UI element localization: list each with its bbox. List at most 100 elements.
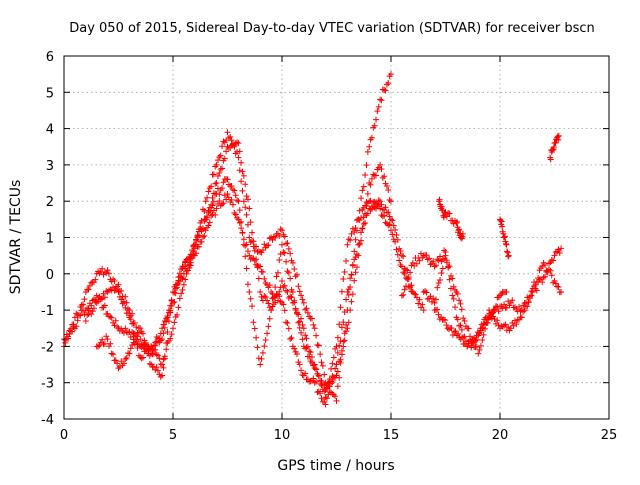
- data-point: [249, 229, 256, 236]
- data-point: [383, 81, 390, 88]
- data-point: [247, 256, 254, 263]
- data-point: [480, 331, 487, 338]
- data-point: [558, 245, 565, 252]
- data-point: [283, 287, 290, 294]
- data-point: [240, 198, 247, 205]
- data-point: [501, 301, 508, 308]
- data-point: [261, 241, 268, 248]
- data-point: [492, 320, 499, 327]
- data-point: [107, 340, 114, 347]
- data-point: [251, 247, 258, 254]
- data-point: [374, 202, 381, 209]
- data-point: [280, 301, 287, 308]
- data-point: [370, 171, 377, 178]
- data-point: [122, 356, 129, 363]
- data-point: [65, 333, 72, 340]
- data-point: [161, 353, 168, 360]
- data-point: [99, 336, 106, 343]
- data-point: [272, 284, 279, 291]
- data-point: [520, 308, 527, 315]
- data-point: [402, 274, 409, 281]
- data-point: [330, 374, 337, 381]
- data-point: [336, 321, 343, 328]
- data-point: [373, 172, 380, 179]
- data-point: [358, 214, 365, 221]
- data-point: [430, 258, 437, 265]
- data-point: [228, 137, 235, 144]
- data-point: [541, 273, 548, 280]
- data-point: [95, 343, 102, 350]
- data-point: [503, 288, 510, 295]
- data-point: [100, 290, 107, 297]
- data-point: [247, 219, 254, 226]
- data-point: [300, 325, 307, 332]
- data-point: [310, 362, 317, 369]
- data-point: [528, 292, 535, 299]
- data-point: [546, 266, 553, 273]
- data-point: [398, 292, 405, 299]
- x-tick-label: 15: [383, 428, 400, 443]
- data-point: [513, 321, 520, 328]
- data-point: [438, 270, 445, 277]
- data-point: [183, 267, 190, 274]
- data-point: [167, 335, 174, 342]
- data-point: [337, 338, 344, 345]
- data-point: [409, 259, 416, 266]
- data-point: [111, 277, 118, 284]
- data-point: [149, 351, 156, 358]
- data-point: [115, 288, 122, 295]
- data-point: [394, 251, 401, 258]
- data-point: [314, 389, 321, 396]
- x-tick-label: 0: [60, 428, 68, 443]
- data-point: [164, 329, 171, 336]
- data-point: [535, 274, 542, 281]
- data-point: [159, 372, 166, 379]
- data-point: [85, 286, 92, 293]
- y-tick-labels: -4 -3 -2 -1 0 1 2 3 4 5 6: [41, 50, 54, 428]
- data-point: [259, 349, 266, 356]
- data-point: [134, 333, 141, 340]
- data-point: [338, 288, 345, 295]
- data-point: [243, 193, 250, 200]
- data-point: [280, 284, 287, 291]
- data-point: [261, 343, 268, 350]
- data-point: [341, 309, 348, 316]
- data-point: [310, 321, 317, 328]
- data-point: [389, 231, 396, 238]
- data-point: [259, 268, 266, 275]
- data-point: [217, 152, 224, 159]
- data-point: [413, 260, 420, 267]
- data-point: [555, 283, 562, 290]
- data-point: [506, 302, 513, 309]
- data-point: [358, 237, 365, 244]
- data-point: [360, 183, 367, 190]
- data-point: [272, 234, 279, 241]
- data-point: [333, 397, 340, 404]
- data-point: [194, 233, 201, 240]
- data-point: [315, 342, 322, 349]
- data-point: [352, 269, 359, 276]
- data-point: [442, 317, 449, 324]
- data-point: [96, 342, 103, 349]
- data-point: [240, 236, 247, 243]
- data-point: [478, 321, 485, 328]
- data-point: [412, 291, 419, 298]
- data-point: [239, 230, 246, 237]
- data-point: [426, 255, 433, 262]
- data-point: [243, 211, 250, 218]
- data-point: [332, 345, 339, 352]
- data-point: [424, 256, 431, 263]
- data-point: [266, 304, 273, 311]
- data-point: [345, 291, 352, 298]
- data-point: [250, 319, 257, 326]
- data-point: [472, 338, 479, 345]
- data-point: [454, 316, 461, 323]
- data-point: [356, 240, 363, 247]
- data-point: [318, 395, 325, 402]
- data-point: [208, 212, 215, 219]
- data-point: [164, 314, 171, 321]
- data-point: [236, 148, 243, 155]
- y-tick-label: 1: [46, 232, 54, 247]
- data-point: [499, 305, 506, 312]
- data-point: [123, 299, 130, 306]
